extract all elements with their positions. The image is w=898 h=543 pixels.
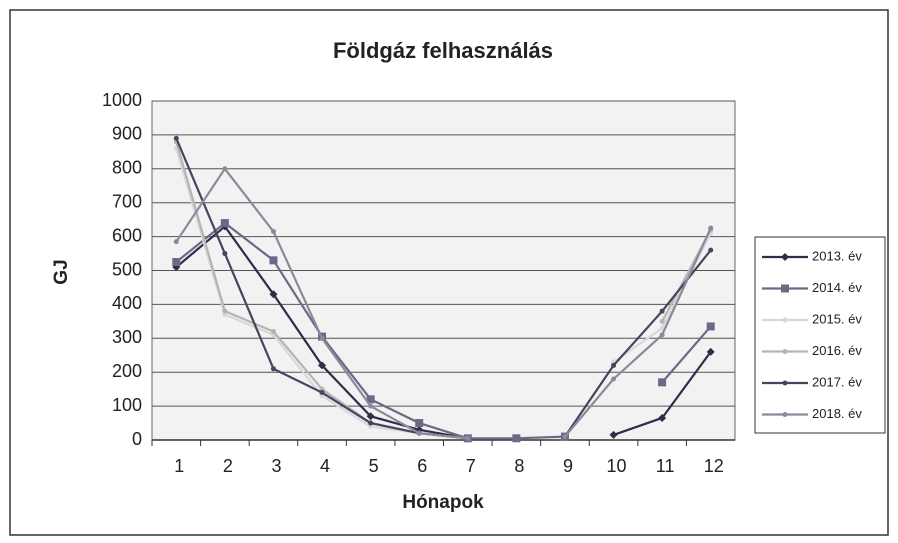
- marker: [782, 412, 788, 417]
- marker: [319, 335, 325, 341]
- y-tick-label: 900: [112, 124, 142, 144]
- marker: [173, 239, 179, 245]
- marker: [173, 135, 179, 141]
- marker: [659, 308, 665, 314]
- marker: [781, 253, 789, 261]
- marker: [782, 317, 788, 323]
- legend-label: 2016. év: [812, 343, 862, 358]
- marker: [172, 258, 181, 267]
- marker: [366, 395, 375, 404]
- chart-title: Földgáz felhasználás: [333, 38, 553, 63]
- marker: [366, 412, 375, 421]
- x-axis-label: Hónapok: [402, 492, 484, 513]
- x-tick-label: 12: [704, 456, 724, 476]
- marker: [611, 376, 617, 382]
- marker: [269, 290, 278, 299]
- marker: [706, 322, 715, 331]
- marker: [222, 251, 228, 257]
- legend-label: 2013. év: [812, 248, 862, 263]
- marker: [706, 347, 715, 356]
- y-tick-label: 200: [112, 361, 142, 381]
- x-tick-label: 6: [417, 456, 427, 476]
- y-tick-label: 600: [112, 225, 142, 245]
- marker: [562, 434, 568, 440]
- marker: [270, 366, 276, 372]
- x-tick-label: 2: [223, 456, 233, 476]
- marker: [319, 390, 325, 396]
- x-tick-label: 7: [466, 456, 476, 476]
- marker: [368, 403, 374, 409]
- y-tick-label: 400: [112, 293, 142, 313]
- x-tick-label: 10: [607, 456, 627, 476]
- marker: [368, 420, 374, 426]
- marker: [415, 419, 424, 428]
- marker: [611, 362, 617, 368]
- legend-label: 2014. év: [812, 280, 862, 295]
- marker: [270, 329, 276, 335]
- legend-label: 2018. év: [812, 406, 862, 421]
- y-axis-label: GJ: [51, 259, 72, 284]
- y-tick-label: 1000: [102, 90, 142, 110]
- marker: [782, 349, 788, 354]
- marker: [708, 225, 714, 231]
- marker: [465, 435, 471, 441]
- marker: [658, 378, 667, 387]
- y-tick-label: 800: [112, 158, 142, 178]
- marker: [269, 256, 278, 265]
- marker: [708, 247, 714, 253]
- y-tick-label: 0: [132, 429, 142, 449]
- y-tick-label: 500: [112, 259, 142, 279]
- x-tick-label: 9: [563, 456, 573, 476]
- y-tick-label: 300: [112, 327, 142, 347]
- marker: [782, 380, 788, 386]
- legend-label: 2015. év: [812, 311, 862, 326]
- legend-box: [754, 236, 886, 434]
- marker: [659, 325, 665, 331]
- marker: [270, 229, 276, 235]
- y-tick-label: 700: [112, 191, 142, 211]
- marker: [416, 430, 422, 436]
- y-tick-label: 100: [112, 395, 142, 415]
- x-tick-label: 3: [271, 456, 281, 476]
- x-tick-label: 8: [514, 456, 524, 476]
- x-tick-label: 11: [656, 456, 675, 476]
- marker: [658, 413, 667, 422]
- marker: [659, 318, 665, 324]
- marker: [220, 219, 229, 228]
- marker: [222, 308, 228, 314]
- marker: [318, 361, 327, 370]
- x-tick-label: 5: [369, 456, 379, 476]
- legend-label: 2017. év: [812, 374, 862, 389]
- x-tick-label: 1: [174, 456, 184, 476]
- marker: [222, 166, 228, 172]
- marker: [609, 430, 618, 439]
- marker: [512, 434, 521, 443]
- marker: [659, 332, 665, 338]
- marker: [781, 284, 789, 293]
- x-tick-label: 4: [320, 456, 330, 476]
